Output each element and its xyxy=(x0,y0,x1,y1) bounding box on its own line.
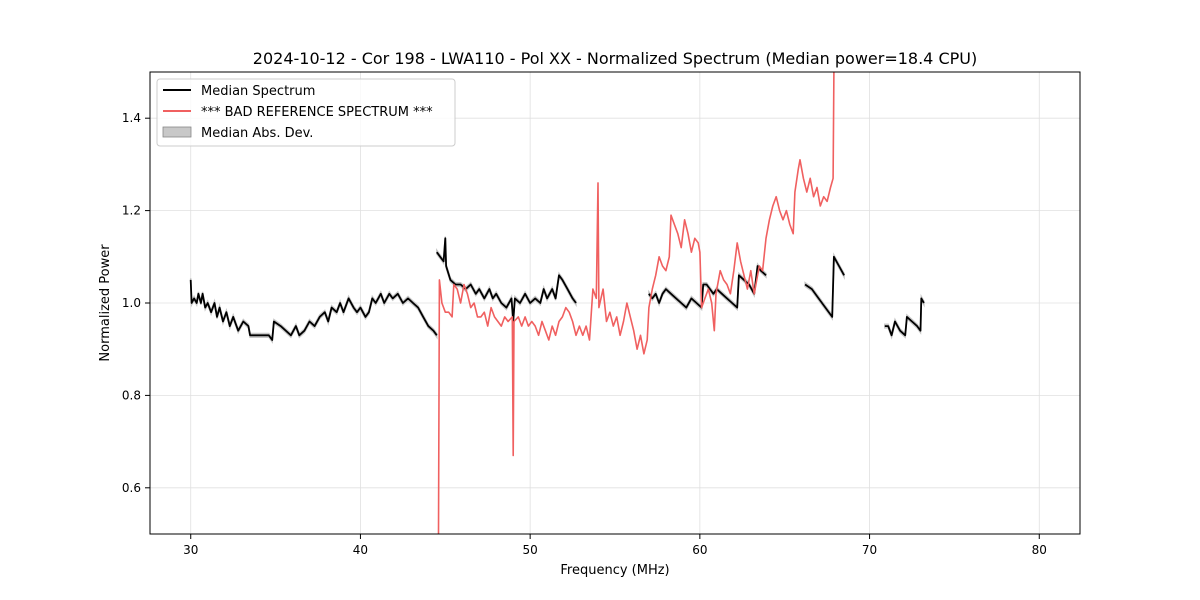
y-tick-label: 1.4 xyxy=(122,111,141,125)
median-spectrum-line xyxy=(884,297,925,337)
y-tick-label: 0.6 xyxy=(122,481,141,495)
series-layer xyxy=(189,72,925,534)
bad-reference-line xyxy=(437,72,835,534)
x-tick-label: 40 xyxy=(353,543,368,557)
x-tick-label: 50 xyxy=(523,543,538,557)
legend: Median Spectrum *** BAD REFERENCE SPECTR… xyxy=(156,78,456,147)
legend-box xyxy=(156,78,456,147)
median-spectrum-line xyxy=(436,237,577,323)
x-tick-label: 60 xyxy=(692,543,707,557)
median-spectrum-line xyxy=(804,255,845,318)
chart-title: 2024-10-12 - Cor 198 - LWA110 - Pol XX -… xyxy=(253,49,977,68)
y-tick-label: 0.8 xyxy=(122,388,141,402)
y-axis: 0.6 0.8 1.0 1.2 1.4 xyxy=(122,111,150,495)
legend-swatch-mad xyxy=(162,126,192,138)
x-tick-label: 30 xyxy=(183,543,198,557)
x-axis: 30 40 50 60 70 80 xyxy=(183,534,1047,557)
median-spectrum-line xyxy=(189,279,438,341)
legend-label-bad-reference: *** BAD REFERENCE SPECTRUM *** xyxy=(201,105,433,120)
y-tick-label: 1.0 xyxy=(122,296,141,310)
legend-label-mad: Median Abs. Dev. xyxy=(201,126,313,141)
y-axis-label: Normalized Power xyxy=(98,244,113,362)
x-tick-label: 70 xyxy=(862,543,877,557)
x-tick-label: 80 xyxy=(1032,543,1047,557)
y-tick-label: 1.2 xyxy=(122,204,141,218)
x-axis-label: Frequency (MHz) xyxy=(560,563,669,578)
legend-label-median-spectrum: Median Spectrum xyxy=(201,84,315,99)
